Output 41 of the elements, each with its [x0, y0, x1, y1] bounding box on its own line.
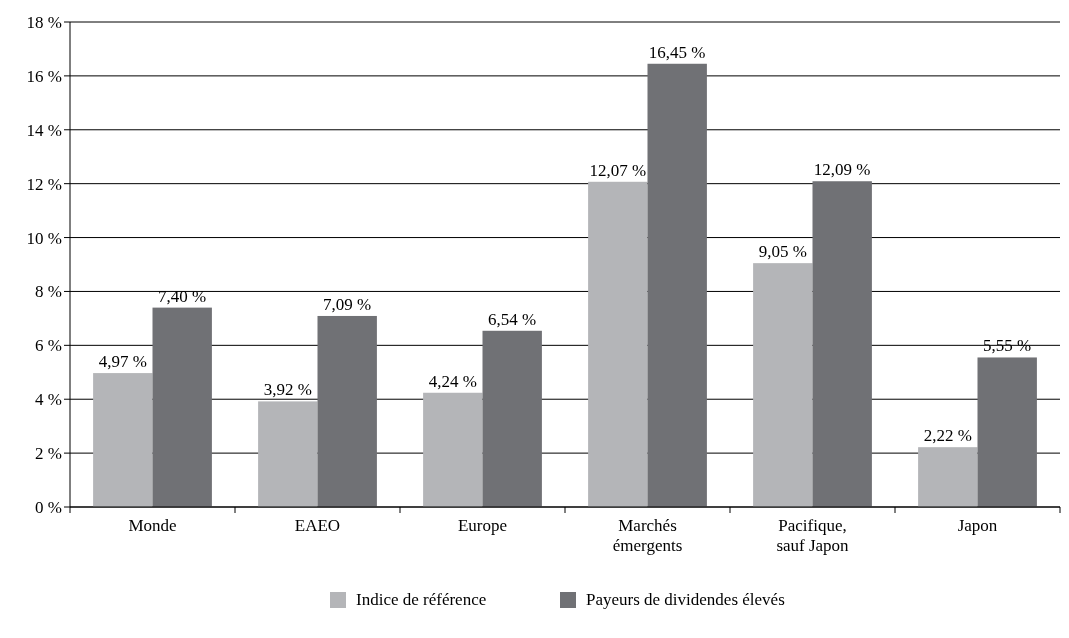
- y-tick-label: 16 %: [26, 66, 62, 86]
- y-tick-label: 10 %: [26, 228, 62, 248]
- data-label: 6,54 %: [488, 309, 537, 329]
- y-tick-label: 12 %: [26, 174, 62, 194]
- legend-label: Payeurs de dividendes élevés: [586, 590, 785, 609]
- bar: [977, 357, 1037, 507]
- bar: [647, 63, 707, 507]
- y-tick-label: 6 %: [35, 336, 62, 356]
- bar: [812, 181, 872, 507]
- x-tick-label: Pacifique, sauf Japon: [776, 516, 850, 555]
- bar: [482, 330, 542, 507]
- data-label: 16,45 %: [648, 42, 706, 62]
- x-tick-label: Europe: [457, 516, 508, 535]
- data-label: 12,09 %: [813, 160, 871, 180]
- y-tick-label: 14 %: [26, 120, 62, 140]
- bar: [93, 373, 153, 507]
- x-tick-label: Japon: [957, 516, 998, 535]
- y-tick-label: 0 %: [35, 497, 62, 517]
- y-tick-label: 18 %: [26, 12, 62, 32]
- bar: [918, 447, 978, 507]
- x-tick-label: Marchés émergents: [612, 516, 683, 555]
- y-tick-label: 8 %: [35, 282, 62, 302]
- legend-label: Indice de référence: [356, 590, 487, 609]
- x-tick-label: Monde: [128, 516, 177, 535]
- data-label: 4,24 %: [428, 371, 477, 391]
- bar: [423, 392, 483, 507]
- data-label: 9,05 %: [758, 242, 807, 262]
- bar: [258, 401, 318, 507]
- data-label: 4,97 %: [98, 352, 147, 372]
- bar: [588, 181, 648, 507]
- bar: [152, 307, 212, 507]
- data-label: 7,40 %: [158, 286, 207, 306]
- bar: [753, 263, 813, 507]
- bar: [317, 315, 377, 507]
- data-label: 12,07 %: [589, 160, 647, 180]
- y-tick-label: 4 %: [35, 390, 62, 410]
- data-label: 7,09 %: [323, 294, 372, 314]
- data-label: 3,92 %: [263, 380, 312, 400]
- data-label: 2,22 %: [923, 426, 972, 446]
- x-tick-label: EAEO: [294, 516, 341, 535]
- y-tick-label: 2 %: [35, 444, 62, 464]
